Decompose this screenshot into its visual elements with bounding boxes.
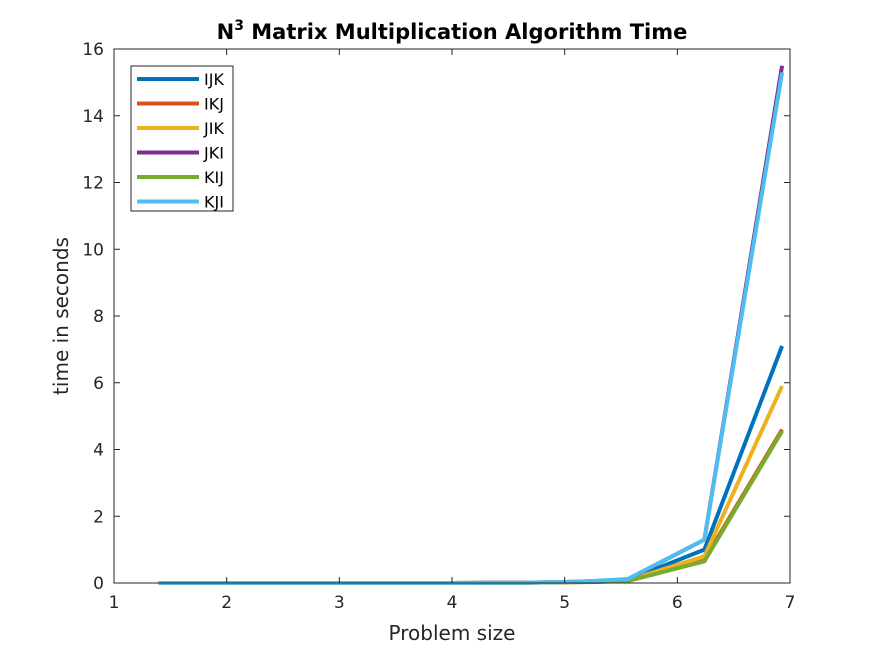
y-tick-label: 12 <box>82 174 104 194</box>
y-tick-label: 2 <box>93 507 104 527</box>
series-layer <box>158 65 785 585</box>
x-tick-label: 3 <box>334 593 345 613</box>
y-tick-label: 0 <box>93 574 104 594</box>
series-line-kji <box>158 72 785 585</box>
y-tick-label: 8 <box>93 307 104 327</box>
x-tick-label: 6 <box>672 593 683 613</box>
x-tick-label: 1 <box>109 593 120 613</box>
y-tick-label: 6 <box>93 374 104 394</box>
legend-label: JIK <box>203 119 224 138</box>
x-tick-label: 5 <box>559 593 570 613</box>
x-axis-label: Problem size <box>389 621 516 645</box>
series-line-jki <box>158 65 785 585</box>
y-tick-label: 16 <box>82 40 104 60</box>
legend-label: KIJ <box>204 168 224 187</box>
legend-label: IJK <box>204 70 224 89</box>
title-main: N <box>217 20 235 44</box>
y-tick-label: 10 <box>82 240 104 260</box>
legend: IJK IKJ JIK JKI KIJ KJI <box>130 65 234 212</box>
y-tick-label: 4 <box>93 441 104 461</box>
y-axis-label: time in seconds <box>49 237 73 395</box>
legend-label: JKI <box>203 144 224 163</box>
title-superscript: 3 <box>234 18 244 34</box>
legend-box <box>130 65 234 212</box>
y-tick-label: 14 <box>82 107 104 127</box>
legend-label: IKJ <box>204 95 224 114</box>
chart-title: N3 Matrix Multiplication Algorithm Time <box>217 18 688 44</box>
series-line-jik <box>158 385 784 585</box>
x-tick-label: 2 <box>221 593 232 613</box>
x-tick-label: 4 <box>447 593 458 613</box>
x-tick-label: 7 <box>785 593 796 613</box>
legend-label: KJI <box>204 193 224 212</box>
title-rest: Matrix Multiplication Algorithm Time <box>244 20 687 44</box>
